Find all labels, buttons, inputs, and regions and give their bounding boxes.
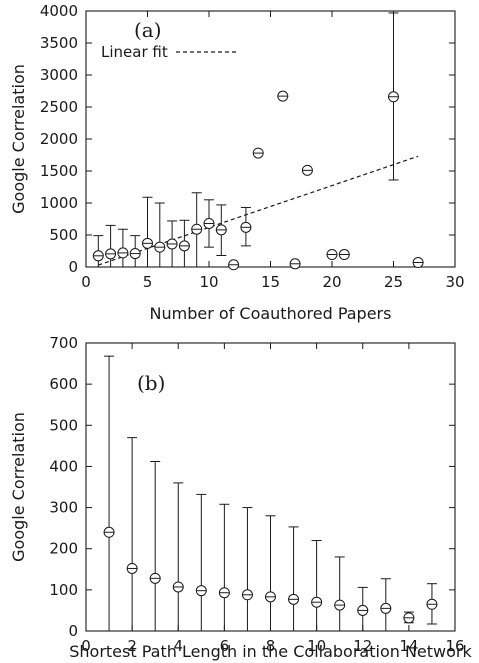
y-tick-label: 3500	[40, 34, 78, 52]
x-tick-label: 4	[173, 637, 183, 655]
y-tick-label: 0	[68, 622, 78, 640]
y-axis-label-b: Google Correlation	[9, 412, 28, 562]
x-tick-label: 14	[399, 637, 418, 655]
y-tick-label: 1000	[40, 194, 78, 212]
y-tick-label: 600	[49, 375, 78, 393]
panel-b: (b) Shortest Path Length in the Collabor…	[9, 334, 472, 661]
x-tick-label: 0	[81, 637, 91, 655]
panel-a: (a) Number of Coauthored Papers Google C…	[9, 2, 465, 323]
y-tick-label: 400	[49, 457, 78, 475]
x-tick-label: 25	[384, 273, 403, 291]
x-tick-label: 15	[261, 273, 280, 291]
x-tick-label: 10	[307, 637, 326, 655]
legend-label-linear-fit: Linear fit	[101, 43, 168, 61]
y-axis-label-a: Google Correlation	[9, 64, 28, 214]
x-tick-label: 2	[127, 637, 137, 655]
y-tick-label: 4000	[40, 2, 78, 20]
y-tick-label: 1500	[40, 162, 78, 180]
y-tick-label: 500	[49, 226, 78, 244]
y-tick-label: 3000	[40, 66, 78, 84]
x-axis-label-b: Shortest Path Length in the Collaboratio…	[69, 642, 472, 661]
marks-b	[103, 355, 438, 631]
axes-a: 0 5 10 15 20 25 30 0 500 1000 1500 2000 2500 3000 3500…	[40, 2, 465, 291]
x-tick-label: 0	[81, 273, 91, 291]
x-tick-label: 12	[353, 637, 372, 655]
x-tick-label: 16	[445, 637, 464, 655]
legend-a: Linear fit	[101, 43, 236, 61]
x-tick-label: 20	[322, 273, 341, 291]
x-tick-label: 8	[266, 637, 276, 655]
y-tick-label: 2000	[40, 130, 78, 148]
linear-fit-line	[98, 155, 419, 266]
y-tick-label: 200	[49, 540, 78, 558]
x-tick-label: 30	[445, 273, 464, 291]
y-tick-label: 300	[49, 499, 78, 517]
axes-b: 0 2 4 6 8 10 12 14 16 0 100 200 300 400 500 600 700	[49, 334, 464, 655]
marks-a	[92, 12, 424, 271]
y-tick-label: 500	[49, 416, 78, 434]
y-tick-label: 700	[49, 334, 78, 352]
panel-label-a: (a)	[134, 18, 162, 42]
y-tick-label: 100	[49, 581, 78, 599]
x-tick-label: 5	[143, 273, 153, 291]
panel-label-b: (b)	[137, 371, 165, 395]
x-axis-label-a: Number of Coauthored Papers	[150, 304, 392, 323]
x-tick-label: 6	[220, 637, 230, 655]
y-tick-label: 2500	[40, 98, 78, 116]
y-tick-label: 0	[68, 258, 78, 276]
x-tick-label: 10	[199, 273, 218, 291]
